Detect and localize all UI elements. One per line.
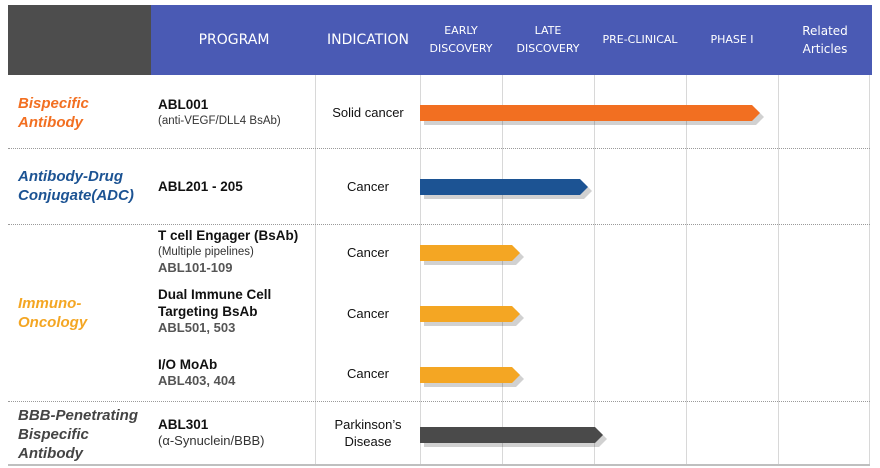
header-corner [8,5,151,75]
progress-arrow [420,179,588,195]
progress-arrow [420,105,760,121]
program-abl001[interactable]: ABL001 (anti-VEGF/DLL4 BsAb) [158,97,281,127]
grid-line [686,75,687,465]
indication-abl001: Solid cancer [332,105,404,120]
header-stage-phase-1: PHASE I [710,33,754,46]
progress-arrow [420,306,520,322]
grid-line [502,75,503,465]
indication-t-cell-engager: Cancer [347,245,389,260]
progress-arrow-svg [420,306,524,326]
grid-line [315,75,316,465]
grid-line [594,75,595,465]
progress-arrow-svg [420,105,764,125]
category-adc: Antibody-Drug Conjugate(ADC) [18,168,134,204]
progress-bar-t-cell-engager [420,245,532,265]
row-separator [8,224,870,225]
indication-io-moab: Cancer [347,366,389,381]
grid-line [869,75,870,465]
grid-line [778,75,779,465]
header-indication: INDICATION [327,32,409,48]
indication-abl301: Parkinson’s Disease [334,417,402,449]
program-abl201[interactable]: ABL201 - 205 [158,179,243,194]
progress-arrow [420,367,520,383]
header-stage-pre-clinical: PRE-CLINICAL [602,33,678,46]
row-separator [8,401,870,402]
progress-arrow-svg [420,179,592,199]
header-program: PROGRAM [198,32,270,48]
program-io-moab[interactable]: I/O MoAb ABL403, 404 [158,357,236,388]
progress-bar-abl301 [420,427,615,447]
program-dual-immune-cell[interactable]: Dual Immune Cell Targeting BsAb ABL501, … [158,287,272,335]
progress-arrow-svg [420,367,524,387]
category-bispecific-antibody: Bispecific Antibody [18,95,89,131]
progress-arrow [420,427,603,443]
header-related-articles[interactable]: Related Articles [802,24,848,56]
progress-arrow-svg [420,427,607,447]
category-immuno-oncology: Immuno- Oncology [18,295,88,331]
pipeline-header: PROGRAM INDICATION EARLY DISCOVERY LATE DI… [8,5,872,75]
program-t-cell-engager[interactable]: T cell Engager (BsAb) (Multiple pipeline… [158,228,299,275]
progress-bar-dual-immune-cell [420,306,532,326]
table-bottom-line [8,464,870,466]
indication-abl201: Cancer [347,179,389,194]
progress-bar-abl201 [420,179,600,199]
progress-bar-abl001 [420,105,772,125]
grid-line [420,75,421,465]
header-stage-late-discovery: LATE DISCOVERY [516,24,580,55]
progress-bar-io-moab [420,367,532,387]
progress-arrow-svg [420,245,524,265]
header-stage-early-discovery: EARLY DISCOVERY [429,24,493,55]
header-bar [151,5,872,75]
progress-arrow [420,245,520,261]
category-bbb-penetrating: BBB-Penetrating Bispecific Antibody [18,407,139,462]
row-separator [8,148,870,149]
indication-dual-immune-cell: Cancer [347,306,389,321]
program-abl301[interactable]: ABL301 (α-Synuclein/BBB) [158,417,265,448]
